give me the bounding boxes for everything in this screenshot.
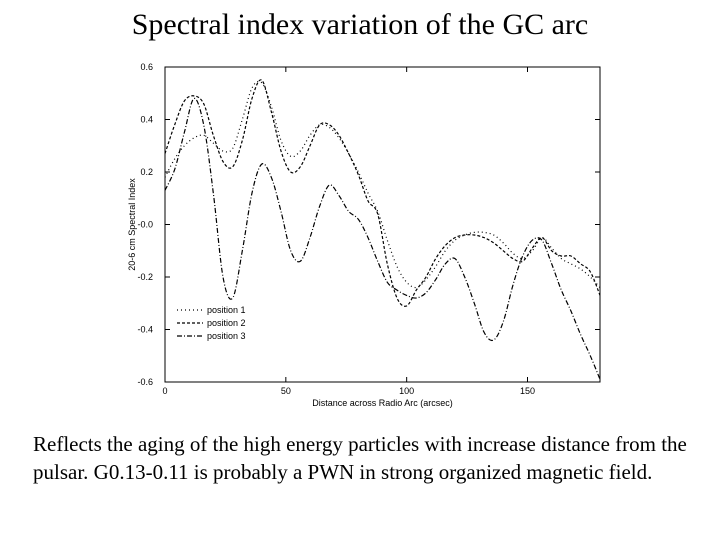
series-line-position-3	[164, 97, 601, 380]
spectral-index-chart: 0.6 0.4 0.2 -0.0 -0.2 -0.4 -0.6 0 50 100 150 posit…	[127, 62, 601, 408]
y-tick-label: 0.4	[140, 115, 153, 125]
legend-label: position 1	[207, 305, 246, 315]
axis-ticks: 0.6 0.4 0.2 -0.0 -0.2 -0.4 -0.6 0 50 100 150	[137, 62, 600, 396]
x-tick-label: 0	[162, 386, 167, 396]
chart-legend: position 1 position 2 position 3	[177, 305, 246, 341]
y-axis-label: 20-6 cm Spectral Index	[127, 178, 137, 271]
x-tick-label: 150	[520, 386, 535, 396]
x-tick-label: 50	[281, 386, 291, 396]
slide-title: Spectral index variation of the GC arc	[131, 8, 589, 41]
y-tick-label: 0.2	[140, 167, 153, 177]
x-tick-label: 100	[399, 386, 414, 396]
x-axis-label: Distance across Radio Arc (arcsec)	[312, 398, 453, 408]
legend-label: position 3	[207, 331, 246, 341]
y-tick-label: -0.4	[137, 325, 153, 335]
y-tick-label: -0.6	[137, 377, 153, 387]
slide-caption: Reflects the aging of the high energy pa…	[33, 432, 687, 484]
series-line-position-2	[164, 79, 601, 307]
y-tick-label: -0.2	[137, 272, 153, 282]
y-tick-label: 0.6	[140, 62, 153, 72]
legend-label: position 2	[207, 318, 246, 328]
y-tick-label: -0.0	[137, 220, 153, 230]
series-line-position-1	[164, 80, 601, 289]
data-series	[164, 79, 601, 380]
